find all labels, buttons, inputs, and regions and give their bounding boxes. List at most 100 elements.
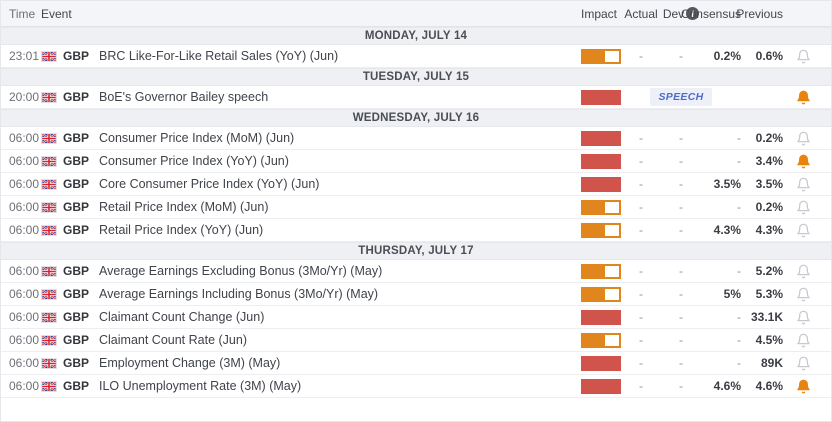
event-name[interactable]: ILO Unemployment Rate (3M) (May) (99, 379, 302, 393)
day-header: TUESDAY, JULY 15 (1, 68, 831, 86)
impact-bar (581, 332, 621, 348)
impact-indicator (573, 176, 621, 192)
bell-icon[interactable] (796, 154, 811, 169)
previous-value: 0.2% (755, 200, 783, 214)
bell-icon[interactable] (796, 177, 811, 192)
deviation-value: - (679, 379, 683, 393)
day-label: MONDAY, JULY 14 (364, 30, 468, 42)
bell-cell (785, 177, 821, 192)
event-name[interactable]: BoE's Governor Bailey speech (99, 90, 269, 104)
column-header-dev: Dev i (661, 7, 701, 21)
event-row[interactable]: 06:00 GBP Employment Change (3M) (May) -… (1, 352, 831, 375)
event-name[interactable]: Claimant Count Rate (Jun) (99, 333, 247, 347)
bell-cell (785, 49, 821, 64)
impact-indicator (573, 222, 621, 238)
impact-bar-fill (583, 334, 606, 346)
deviation-value: - (679, 264, 683, 278)
actual-value: - (639, 310, 643, 324)
previous-value: 3.4% (755, 154, 783, 168)
event-time: 20:00 (9, 90, 40, 104)
event-time: 06:00 (9, 264, 40, 278)
event-row[interactable]: 06:00 GBP Claimant Count Rate (Jun) - - … (1, 329, 831, 352)
event-row[interactable]: 20:00 GBP BoE's Governor Bailey speech S… (1, 86, 831, 109)
event-name[interactable]: Average Earnings Including Bonus (3Mo/Yr… (99, 287, 379, 301)
event-name[interactable]: Retail Price Index (YoY) (Jun) (99, 223, 264, 237)
event-name[interactable]: Average Earnings Excluding Bonus (3Mo/Yr… (99, 264, 383, 278)
bell-cell (785, 379, 821, 394)
day-label: TUESDAY, JULY 15 (362, 71, 470, 83)
info-icon[interactable]: i (686, 7, 700, 20)
event-row[interactable]: 06:00 GBP Claimant Count Change (Jun) - … (1, 306, 831, 329)
dev-label: Dev (662, 6, 685, 21)
event-row[interactable]: 23:01 GBP BRC Like-For-Like Retail Sales… (1, 45, 831, 68)
actual-value: - (639, 223, 643, 237)
event-name[interactable]: BRC Like-For-Like Retail Sales (YoY) (Ju… (99, 49, 339, 63)
bell-icon[interactable] (796, 90, 811, 105)
bell-cell (785, 310, 821, 325)
uk-flag-icon (41, 357, 63, 369)
impact-bar-fill (583, 155, 619, 167)
impact-bar-fill (583, 50, 606, 62)
bell-icon[interactable] (796, 264, 811, 279)
event-row[interactable]: 06:00 GBP Consumer Price Index (YoY) (Ju… (1, 150, 831, 173)
currency-label: GBP (63, 264, 90, 278)
deviation-value: - (679, 356, 683, 370)
calendar-body: MONDAY, JULY 14 23:01 GBP BRC Like-For-L… (1, 27, 831, 398)
uk-flag-icon (41, 224, 63, 236)
event-row[interactable]: 06:00 GBP Average Earnings Including Bon… (1, 283, 831, 306)
impact-bar-fill (583, 357, 619, 369)
bell-cell (785, 90, 821, 105)
event-name[interactable]: Core Consumer Price Index (YoY) (Jun) (99, 177, 320, 191)
bell-icon[interactable] (796, 333, 811, 348)
impact-bar-fill (583, 132, 619, 144)
column-header-time: Time (9, 6, 36, 21)
impact-indicator (573, 263, 621, 279)
uk-flag-icon (41, 155, 63, 167)
day-header: MONDAY, JULY 14 (1, 27, 831, 45)
impact-indicator (573, 309, 621, 325)
bell-icon[interactable] (796, 310, 811, 325)
uk-flag-icon (41, 334, 63, 346)
event-row[interactable]: 06:00 GBP Retail Price Index (YoY) (Jun)… (1, 219, 831, 242)
event-time: 06:00 (9, 356, 40, 370)
event-name[interactable]: Claimant Count Change (Jun) (99, 310, 265, 324)
previous-value: 5.2% (755, 264, 783, 278)
bell-icon[interactable] (796, 49, 811, 64)
deviation-value: - (679, 287, 683, 301)
event-row[interactable]: 06:00 GBP ILO Unemployment Rate (3M) (Ma… (1, 375, 831, 398)
deviation-value: - (679, 177, 683, 191)
day-label: WEDNESDAY, JULY 16 (352, 112, 480, 124)
event-row[interactable]: 06:00 GBP Consumer Price Index (MoM) (Ju… (1, 127, 831, 150)
event-row[interactable]: 06:00 GBP Retail Price Index (MoM) (Jun)… (1, 196, 831, 219)
bell-cell (785, 154, 821, 169)
event-time: 06:00 (9, 310, 40, 324)
bell-icon[interactable] (796, 287, 811, 302)
currency-label: GBP (63, 379, 90, 393)
bell-icon[interactable] (796, 356, 811, 371)
event-name[interactable]: Employment Change (3M) (May) (99, 356, 281, 370)
event-time: 06:00 (9, 379, 40, 393)
column-header-actual: Actual (624, 6, 658, 21)
consensus-value: - (737, 310, 741, 324)
previous-value: 4.6% (755, 379, 783, 393)
event-time: 06:00 (9, 200, 40, 214)
actual-value: - (639, 264, 643, 278)
event-row[interactable]: 06:00 GBP Average Earnings Excluding Bon… (1, 260, 831, 283)
bell-icon[interactable] (796, 223, 811, 238)
actual-value: - (639, 131, 643, 145)
impact-indicator (573, 130, 621, 146)
previous-value: 3.5% (755, 177, 783, 191)
bell-icon[interactable] (796, 379, 811, 394)
day-header: THURSDAY, JULY 17 (1, 242, 831, 260)
event-row[interactable]: 06:00 GBP Core Consumer Price Index (YoY… (1, 173, 831, 196)
bell-icon[interactable] (796, 200, 811, 215)
impact-indicator (573, 332, 621, 348)
event-name[interactable]: Consumer Price Index (MoM) (Jun) (99, 131, 295, 145)
speech-badge[interactable]: SPEECH (649, 88, 713, 106)
event-name[interactable]: Retail Price Index (MoM) (Jun) (99, 200, 269, 214)
bell-icon[interactable] (796, 131, 811, 146)
currency-label: GBP (63, 287, 90, 301)
column-header-event: Event (41, 6, 72, 21)
event-name[interactable]: Consumer Price Index (YoY) (Jun) (99, 154, 289, 168)
uk-flag-icon (41, 311, 63, 323)
